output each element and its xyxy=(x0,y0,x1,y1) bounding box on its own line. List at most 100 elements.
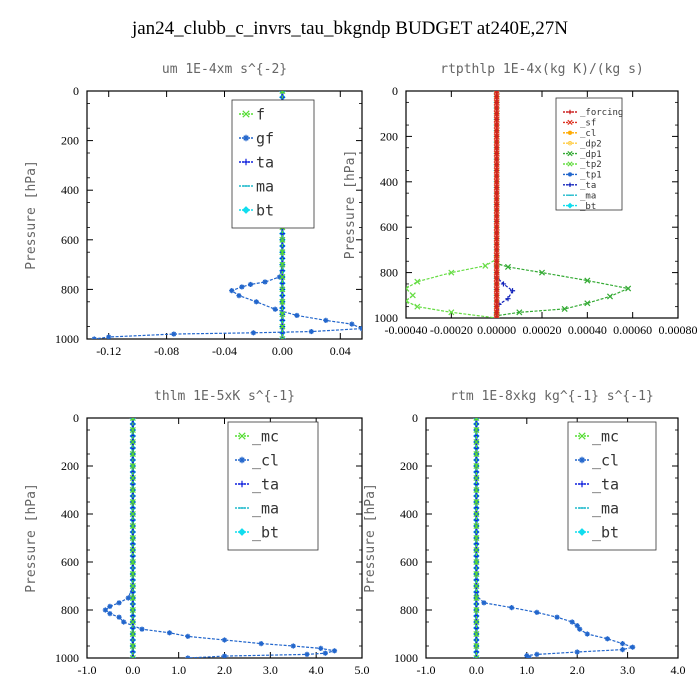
panel-title: um 1E-4xm s^{-2} xyxy=(162,62,287,77)
x-tick-label: -0.08 xyxy=(154,344,179,358)
data-point xyxy=(221,653,228,658)
data-point xyxy=(221,637,228,643)
data-point xyxy=(129,558,136,566)
plot-frame xyxy=(425,417,679,659)
data-point xyxy=(107,611,113,617)
data-point xyxy=(554,614,560,620)
data-point xyxy=(473,618,480,626)
data-point xyxy=(473,594,480,602)
data-point xyxy=(494,94,500,100)
y-axis-label: Pressure [hPa] xyxy=(24,160,39,270)
data-point xyxy=(129,654,136,658)
data-point xyxy=(294,312,300,319)
y-tick-label: 600 xyxy=(61,555,79,569)
data-point xyxy=(494,247,500,253)
data-point xyxy=(166,630,173,636)
legend-entry: _ma xyxy=(252,499,279,517)
y-tick-label: 400 xyxy=(400,507,418,521)
data-point xyxy=(171,331,177,337)
data-point xyxy=(116,600,122,606)
data-point xyxy=(279,323,286,330)
data-point xyxy=(129,606,136,614)
legend-entry: _ta xyxy=(592,475,619,493)
y-tick-label: 200 xyxy=(61,134,79,148)
data-point xyxy=(129,426,136,434)
data-point xyxy=(494,292,500,298)
data-point xyxy=(630,644,636,650)
data-point xyxy=(253,299,259,305)
x-tick-label: 3.0 xyxy=(620,663,635,677)
data-point xyxy=(494,218,500,225)
data-point xyxy=(494,270,500,276)
data-point xyxy=(504,263,512,270)
data-point xyxy=(473,474,480,482)
legend-marker xyxy=(242,110,250,118)
legend: _mc _cl _ta _ma _bt xyxy=(227,421,319,551)
x-tick-label: 0.00 xyxy=(272,344,293,358)
data-point xyxy=(494,196,500,202)
data-point xyxy=(473,558,480,566)
data-point xyxy=(129,510,136,518)
y-axis-label: Pressure [hPa] xyxy=(363,483,378,593)
data-point xyxy=(473,522,480,530)
data-point xyxy=(534,609,540,615)
legend: _mc _cl _ta _ma _bt xyxy=(567,421,657,551)
data-point xyxy=(279,311,286,318)
y-tick-label: 0 xyxy=(392,84,398,98)
legend-marker xyxy=(238,432,246,440)
legend: _forcing_sf_cl_dp2_dp1_tp2_tp1_ta_ma_bt xyxy=(555,97,623,212)
data-point xyxy=(279,91,286,95)
legend-entry: ta xyxy=(256,153,274,171)
legend-marker xyxy=(567,161,573,167)
data-point xyxy=(509,605,515,611)
legend-entry: _ma xyxy=(580,191,596,201)
data-point xyxy=(102,607,108,613)
data-point xyxy=(473,498,480,506)
panel-title: rtm 1E-8xkg kg^{-1} s^{-1} xyxy=(450,389,654,404)
legend-marker xyxy=(567,109,573,115)
legend-marker xyxy=(567,119,573,126)
data-point xyxy=(494,184,500,191)
y-tick-label: 600 xyxy=(400,555,418,569)
data-point xyxy=(494,298,500,304)
legend-marker xyxy=(567,130,573,135)
data-point xyxy=(129,438,136,446)
y-tick-label: 800 xyxy=(61,603,79,617)
panel-3: thlm 1E-5xK s^{-1} Pressure [hPa] 0 200 400 6… xyxy=(24,389,370,677)
data-point xyxy=(129,498,136,506)
data-point xyxy=(494,99,500,105)
figure-title: jan24_clubb_c_invrs_tau_bkgndp BUDGET at… xyxy=(131,18,569,39)
series-group xyxy=(406,91,632,318)
x-tick-label: -0.12 xyxy=(96,344,121,358)
legend-marker xyxy=(578,528,586,536)
legend-marker xyxy=(578,480,586,488)
data-point xyxy=(494,315,500,318)
data-point xyxy=(494,230,500,236)
legend-marker xyxy=(242,158,250,166)
legend-entry: _sf xyxy=(580,119,596,129)
x-tick-label: -0.00040 xyxy=(385,323,428,337)
data-point xyxy=(574,649,580,655)
legend-entry: _bt xyxy=(580,202,596,212)
data-point xyxy=(414,303,421,310)
data-point xyxy=(304,651,310,657)
legend-marker xyxy=(567,172,573,177)
legend-marker xyxy=(567,140,573,146)
data-point xyxy=(494,224,500,230)
data-point xyxy=(318,645,324,651)
series-line-dp1 xyxy=(496,91,631,318)
data-point xyxy=(279,261,286,268)
data-point xyxy=(494,150,500,157)
x-tick-label: 4.0 xyxy=(671,663,686,677)
data-point xyxy=(121,619,127,625)
x-tick-label: 5.0 xyxy=(355,663,370,677)
data-point xyxy=(473,426,480,434)
data-point xyxy=(494,128,500,134)
plot-frame xyxy=(86,417,363,659)
data-point xyxy=(279,336,285,339)
data-point xyxy=(229,288,235,294)
data-point xyxy=(494,275,500,281)
data-point xyxy=(308,328,314,335)
series-line-tp2 xyxy=(406,91,498,318)
